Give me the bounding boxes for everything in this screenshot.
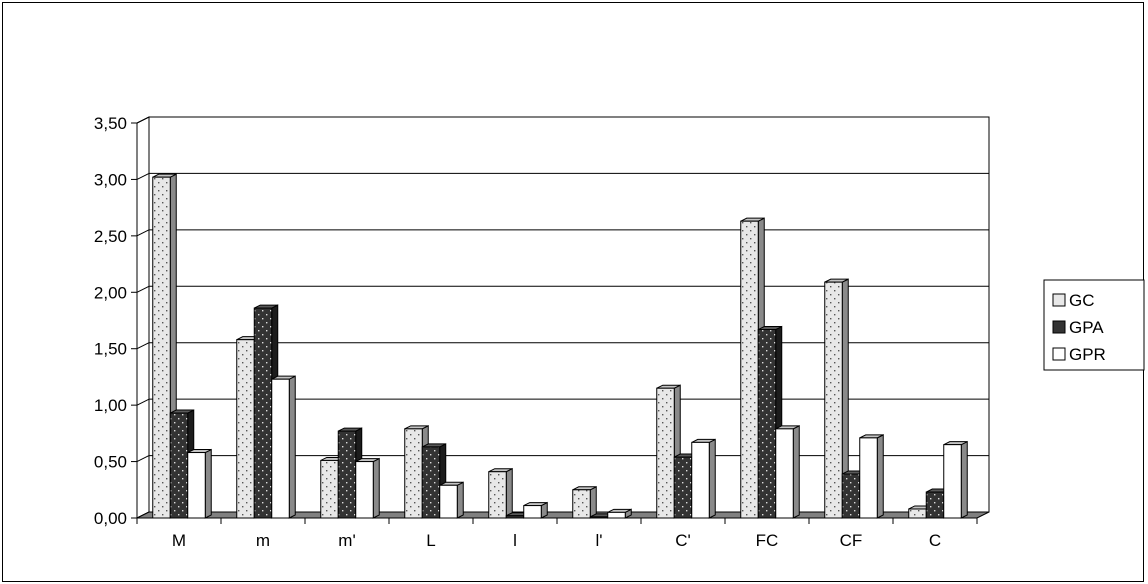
x-tick-label: C' [675,531,691,550]
bar-front [943,444,962,519]
side-wall [136,116,150,519]
bar-side [204,448,212,519]
bar-front [271,378,290,519]
bar-front [355,461,374,519]
bar-front [572,489,591,519]
bar-side [372,457,380,519]
y-tick-label: 1,50 [94,340,127,359]
gridline-side [136,172,150,180]
bar-front [859,437,878,519]
x-tick-label: FC [756,531,779,550]
bar-front [152,176,171,519]
bar [355,457,380,519]
legend-swatch [1052,320,1066,334]
bar-front [656,387,675,519]
y-tick-label: 3,50 [94,114,127,133]
x-tick-label: CF [840,531,863,550]
bar-front [908,508,927,519]
legend-label: GC [1069,291,1095,310]
gridline-side [136,342,150,350]
gridline-side [136,285,150,293]
bar-front [925,491,945,519]
y-tick-label: 0,00 [94,509,127,528]
bar-front [775,428,794,519]
gridline-side [136,455,150,463]
bar-front [691,441,710,519]
legend-label: GPA [1069,318,1104,337]
bar-front [673,456,693,519]
bar [691,438,716,519]
legend-label: GPR [1069,345,1106,364]
bar-side [288,375,296,519]
bar-front [169,412,189,519]
legend-swatch [1052,347,1066,361]
bar-front [740,220,759,519]
bar-front [187,452,206,519]
bar [271,375,296,519]
x-tick-label: C [929,531,941,550]
y-tick-label: 2,50 [94,227,127,246]
bar [607,508,632,519]
x-tick-label: l [513,531,517,550]
x-tick-label: m' [338,531,355,550]
bar-front [337,430,357,519]
bar-side [589,485,597,519]
bar-front [404,428,423,519]
bar [859,434,884,519]
bar [187,448,212,519]
x-tick-label: l' [595,531,602,550]
y-tick-label: 2,00 [94,283,127,302]
bar [572,485,597,519]
bar [523,501,548,519]
gridline-side [136,398,150,406]
x-tick-label: M [172,531,186,550]
gridline-side [136,116,150,124]
x-tick-label: L [426,531,435,550]
bar-front [757,329,777,519]
bar-side [792,425,800,519]
bar-front [824,281,843,519]
bar-front [253,307,273,519]
bar-side [876,434,884,519]
legend-swatch [1052,293,1066,307]
bar-front [841,473,861,519]
bar-side [456,481,464,519]
bar-side [708,438,716,519]
x-tick-label: m [256,531,270,550]
bar-front [439,484,458,519]
y-tick-label: 1,00 [94,396,127,415]
bar-side [505,467,513,519]
bar-front [320,459,339,519]
bar-side [960,440,968,519]
bar [824,278,849,519]
bar-front [236,339,255,519]
bar [943,440,968,519]
legend: GC GPA GPR [1043,279,1145,371]
bar-front [607,511,626,519]
bar-front [421,446,441,519]
bar [439,481,464,519]
bar [775,425,800,519]
bar-front [523,505,542,519]
gridline-side [136,229,150,237]
bar [488,467,513,519]
bars-layer [152,173,968,519]
bar-front [488,471,507,519]
y-tick-label: 0,50 [94,453,127,472]
y-tick-label: 3,00 [94,170,127,189]
